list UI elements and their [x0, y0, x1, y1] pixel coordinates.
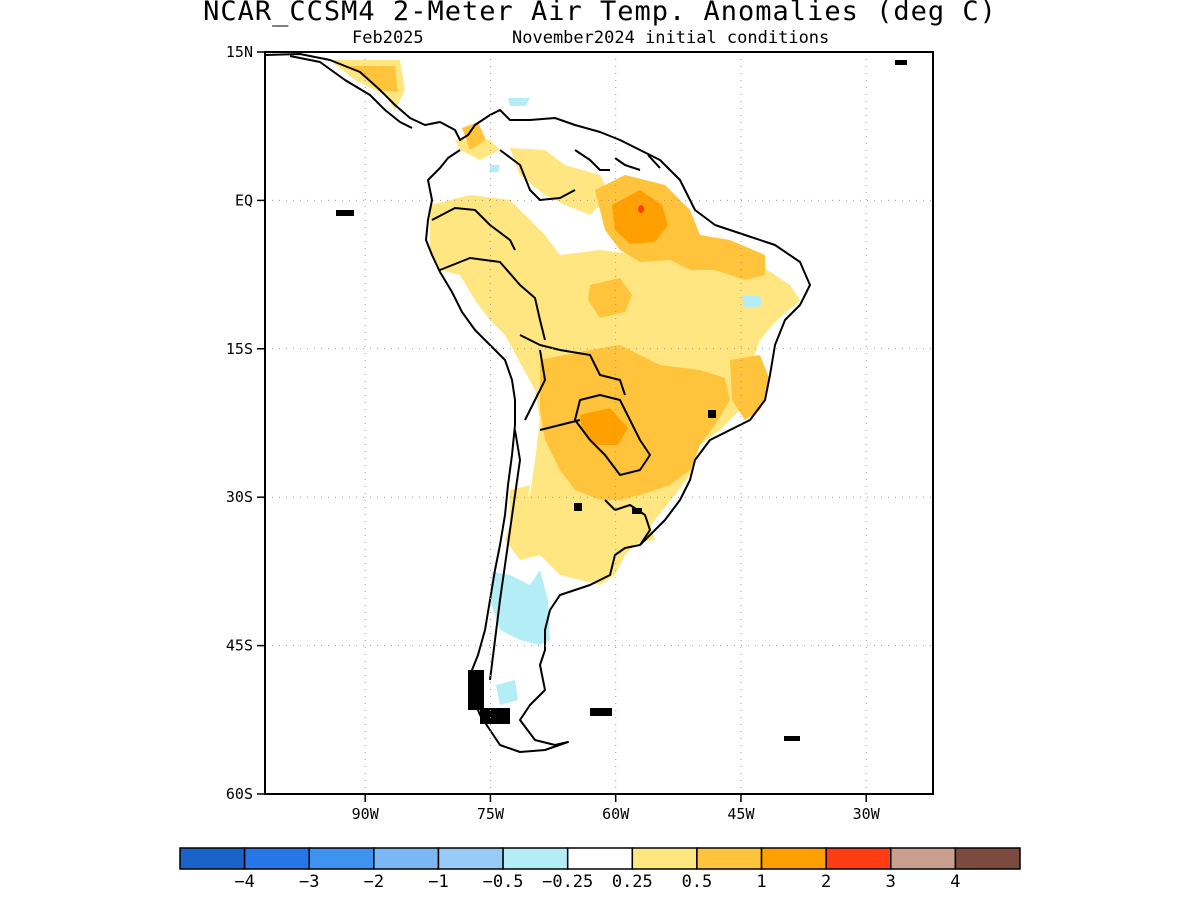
anomaly-layer-2	[580, 190, 668, 445]
map-content	[265, 53, 907, 753]
colorbar-label: 0.25	[612, 872, 653, 892]
colorbar: −4 −3 −2 −1 −0.5 −0.25 0.25 0.5 1 2 3 4	[179, 847, 1021, 892]
colorbar-swatch	[373, 847, 440, 870]
colorbar-label: −3	[299, 872, 319, 892]
colorbar-swatch	[179, 847, 246, 870]
colorbar-label: 0.5	[682, 872, 713, 892]
y-tick-label: 60S	[226, 785, 253, 803]
colorbar-swatch	[566, 847, 634, 870]
y-tick-label: 15N	[226, 43, 253, 61]
colorbar-swatch	[437, 847, 504, 870]
forecast-month: Feb2025	[352, 28, 424, 48]
colorbar-label: 2	[821, 872, 831, 892]
y-tick-label: EQ	[235, 191, 253, 209]
x-tick-label: 75W	[477, 805, 505, 823]
colorbar-swatch	[502, 847, 569, 870]
colorbar-label: −0.25	[542, 872, 593, 892]
colorbar-label: −4	[234, 872, 254, 892]
graticule	[265, 52, 933, 794]
x-tick-label: 30W	[853, 805, 881, 823]
map-title: NCAR_CCSM4 2-Meter Air Temp. Anomalies (…	[203, 0, 997, 27]
colorbar-label: −0.5	[483, 872, 524, 892]
anomaly-layer-neg	[490, 98, 762, 705]
colorbar-swatch	[954, 847, 1021, 870]
x-tick-label: 45W	[727, 805, 755, 823]
map-frame	[264, 51, 934, 795]
x-tick-label: 90W	[352, 805, 380, 823]
x-tick-label: 60W	[602, 805, 630, 823]
colorbar-swatch	[760, 847, 827, 870]
colorbar-swatch	[631, 847, 698, 870]
colorbar-swatch	[696, 847, 763, 870]
colorbar-label: 3	[886, 872, 896, 892]
colorbar-label: −1	[428, 872, 448, 892]
colorbar-swatch	[243, 847, 310, 870]
colorbar-label: −2	[364, 872, 384, 892]
colorbar-swatch	[825, 847, 892, 870]
y-tick-label: 30S	[226, 488, 253, 506]
anomaly-layer-3	[638, 205, 644, 213]
anomaly-layer-0.5	[330, 60, 800, 585]
colorbar-label: 4	[950, 872, 960, 892]
initial-conditions-label: November2024 initial conditions	[512, 28, 830, 48]
coastlines	[265, 53, 811, 753]
map-axes: 90W 75W 60W 45W 30W 15N EQ 15S 30S 45S 60S	[226, 43, 881, 823]
colorbar-swatch	[308, 847, 375, 870]
y-tick-label: 15S	[226, 340, 253, 358]
islands	[336, 60, 907, 741]
colorbar-label: 1	[756, 872, 766, 892]
colorbar-swatch	[890, 847, 957, 870]
y-tick-label: 45S	[226, 637, 253, 655]
